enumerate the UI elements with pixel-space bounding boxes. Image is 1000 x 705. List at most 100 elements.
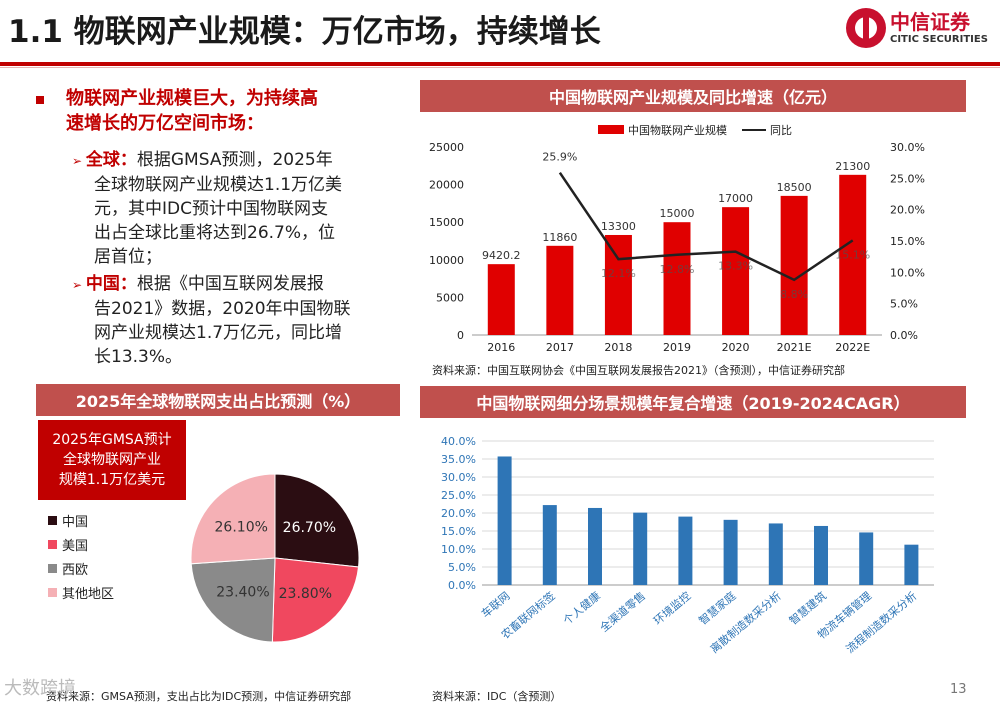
pie-chart: 26.70% 23.80% 23.40% 26.10% (190, 473, 360, 643)
pie-slice (190, 473, 276, 565)
bar (678, 516, 693, 585)
x-axis-tick: 2018 (604, 341, 632, 354)
global-line: 全球物联网产业规模达1.1万亿美 (94, 175, 343, 195)
bar (546, 245, 574, 335)
pie-note-line: 2025年GMSA预计 (52, 432, 172, 448)
y-axis-tick: 30.0% (441, 471, 476, 484)
y-axis-tick: 15.0% (441, 525, 476, 538)
line-value-label: 12.1% (601, 267, 636, 280)
left-axis-tick: 0 (457, 329, 464, 342)
right-axis-tick: 25.0% (890, 172, 925, 185)
bar (814, 525, 828, 585)
line-value-label: 25.9% (542, 151, 577, 164)
left-axis-tick: 10000 (429, 254, 464, 267)
pie-slice-label: 26.70% (283, 520, 336, 536)
combo-chart: 中国物联网产业规模 同比 0 5000 10000 15000 20000 25000 0.0%… (429, 123, 925, 354)
x-axis-tick: 2019 (663, 341, 691, 354)
china-line: 根据《中国互联网发展报 (136, 274, 324, 294)
legend-bar-swatch (598, 125, 624, 134)
y-axis-tick: 25.0% (441, 489, 476, 502)
logo-en-text: CITIC SECURITIES (890, 34, 988, 45)
bar-value-label: 11860 (542, 231, 577, 244)
x-axis-tick: 个人健康 (560, 589, 603, 628)
pie-legend: 中国 美国 西欧 其他地区 (48, 508, 114, 604)
x-axis-tick: 2017 (546, 341, 574, 354)
right-axis-tick: 15.0% (890, 235, 925, 248)
pie-slice (271, 557, 360, 643)
y-axis-tick: 10.0% (441, 543, 476, 556)
x-axis-tick: 2022E (835, 341, 870, 354)
x-axis-tick: 2021E (777, 341, 812, 354)
bar (588, 507, 602, 585)
pie-slice (190, 557, 276, 643)
right-axis-tick: 0.0% (890, 329, 918, 342)
title-divider-thin (0, 67, 1000, 68)
global-label: 全球： (85, 150, 137, 170)
pie-slice-label: 23.80% (279, 586, 332, 602)
slide-title: 1.1 物联网产业规模：万亿市场，持续增长 (8, 14, 601, 50)
legend-bar-label: 中国物联网产业规模 (628, 123, 727, 137)
x-axis-tick: 智慧建筑 (786, 589, 829, 628)
bar (487, 264, 515, 335)
y-axis-tick: 35.0% (441, 453, 476, 466)
right-axis-tick: 30.0% (890, 141, 925, 154)
line-value-label: 12.8% (660, 263, 695, 276)
bar-value-label: 15000 (660, 207, 695, 220)
bar-value-label: 13300 (601, 220, 636, 233)
left-heading-line2: 速增长的万亿空间市场： (66, 113, 264, 134)
left-heading-line1: 物联网产业规模巨大，为持续高 (66, 88, 318, 109)
legend-label: 美国 (62, 538, 89, 554)
right-axis-tick: 5.0% (890, 298, 918, 311)
bar (633, 512, 648, 585)
china-line: 告2021》数据，2020年中国物联 (94, 299, 351, 319)
legend-label: 其他地区 (62, 586, 115, 602)
left-axis-tick: 25000 (429, 141, 464, 154)
bar-value-label: 18500 (777, 181, 812, 194)
left-heading: 物联网产业规模巨大，为持续高 速增长的万亿空间市场： (66, 86, 396, 136)
legend-line-label: 同比 (770, 124, 792, 137)
arrow-bullet-icon: ➢ (72, 278, 86, 292)
arrow-bullet-icon: ➢ (72, 154, 86, 168)
right-axis-tick: 10.0% (890, 266, 925, 279)
legend-label: 中国 (62, 514, 89, 530)
cagr-chart-header: 中国物联网细分场景规模年复合增速（2019-2024CAGR） (420, 386, 966, 418)
china-line: 网产业规模达1.7万亿元，同比增 (94, 323, 343, 343)
global-line: 居首位； (94, 247, 162, 267)
cagr-chart: 0.0% 5.0% 10.0% 15.0% 20.0% 25.0% 30.0% 35.0% 40… (441, 435, 934, 656)
x-axis-tick: 环境监控 (651, 589, 694, 628)
logo-cn-text: 中信证券 (890, 10, 970, 34)
right-axis-tick: 20.0% (890, 204, 925, 217)
pie-note-line: 全球物联网产业 (63, 452, 161, 468)
x-axis-tick: 全渠道零售 (597, 589, 648, 635)
legend-swatch (48, 587, 57, 597)
x-axis-tick: 智慧家庭 (696, 589, 739, 628)
yoy-line (558, 171, 854, 282)
china-line: 长13.3%。 (94, 347, 183, 367)
x-axis-tick: 车联网 (478, 589, 512, 621)
global-item: ➢ 全球：根据GMSA预测，2025年 全球物联网产业规模达1.1万亿美 元，其… (72, 148, 392, 269)
bar (904, 544, 919, 585)
left-axis-tick: 5000 (436, 291, 464, 304)
line-value-label: 15.1% (835, 248, 870, 261)
bar (780, 195, 808, 335)
bar (723, 519, 738, 585)
global-line: 根据GMSA预测，2025年 (136, 150, 333, 170)
citic-logo: 中信证券 CITIC SECURITIES (838, 4, 996, 56)
legend-label: 西欧 (62, 562, 89, 578)
y-axis-tick: 5.0% (448, 561, 476, 574)
global-line: 元，其中IDC预计中国物联网支 (94, 199, 328, 219)
y-axis-tick: 20.0% (441, 507, 476, 520)
legend-swatch (48, 515, 57, 525)
bar (663, 222, 691, 335)
citic-logo-icon (846, 8, 886, 48)
cagr-source: 资料来源：IDC（含预测） (432, 690, 562, 703)
bar-value-label: 21300 (835, 160, 870, 173)
pie-slice-label: 23.40% (216, 584, 269, 600)
combo-chart-header: 中国物联网产业规模及同比增速（亿元） (420, 80, 966, 112)
china-label: 中国： (85, 274, 137, 294)
bar (542, 505, 557, 585)
bar (604, 234, 632, 335)
watermark: 大数跨境 (4, 678, 76, 699)
line-value-label: 8.8% (780, 288, 808, 301)
legend-swatch (48, 539, 57, 549)
